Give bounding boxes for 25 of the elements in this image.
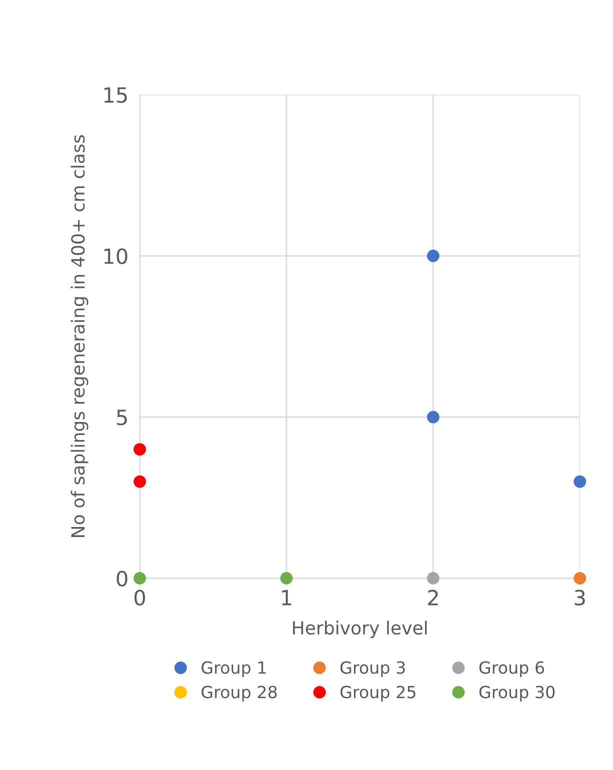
x-tick-label: 1 (282, 590, 292, 606)
legend-label: Group 25 (340, 686, 416, 702)
x-tick-label: 0 (134, 590, 146, 606)
legend-label: Group 30 (479, 686, 555, 702)
point (574, 572, 586, 584)
point (426, 250, 440, 262)
point (280, 572, 293, 584)
y-axis-title: No of saplings regeneraing in 400+ cm class (70, 135, 88, 537)
point (426, 572, 440, 584)
y-tick-label: 0 (116, 570, 128, 586)
x-tick-label: 3 (574, 590, 585, 606)
y-tick-label: 5 (117, 410, 127, 426)
x-tick-label: 2 (428, 590, 438, 606)
legend-label: Group 1 (202, 661, 266, 678)
point (134, 572, 146, 584)
point (134, 443, 146, 456)
x-axis-title: Herbivory level (293, 620, 427, 638)
legend-label: Group 3 (340, 661, 405, 678)
legend-label: Group 6 (479, 661, 544, 678)
point (134, 475, 146, 488)
point (426, 410, 440, 424)
point (574, 475, 586, 488)
y-tick-label: 15 (104, 87, 127, 103)
legend-label: Group 28 (202, 686, 277, 702)
y-tick-label: 10 (104, 248, 128, 264)
